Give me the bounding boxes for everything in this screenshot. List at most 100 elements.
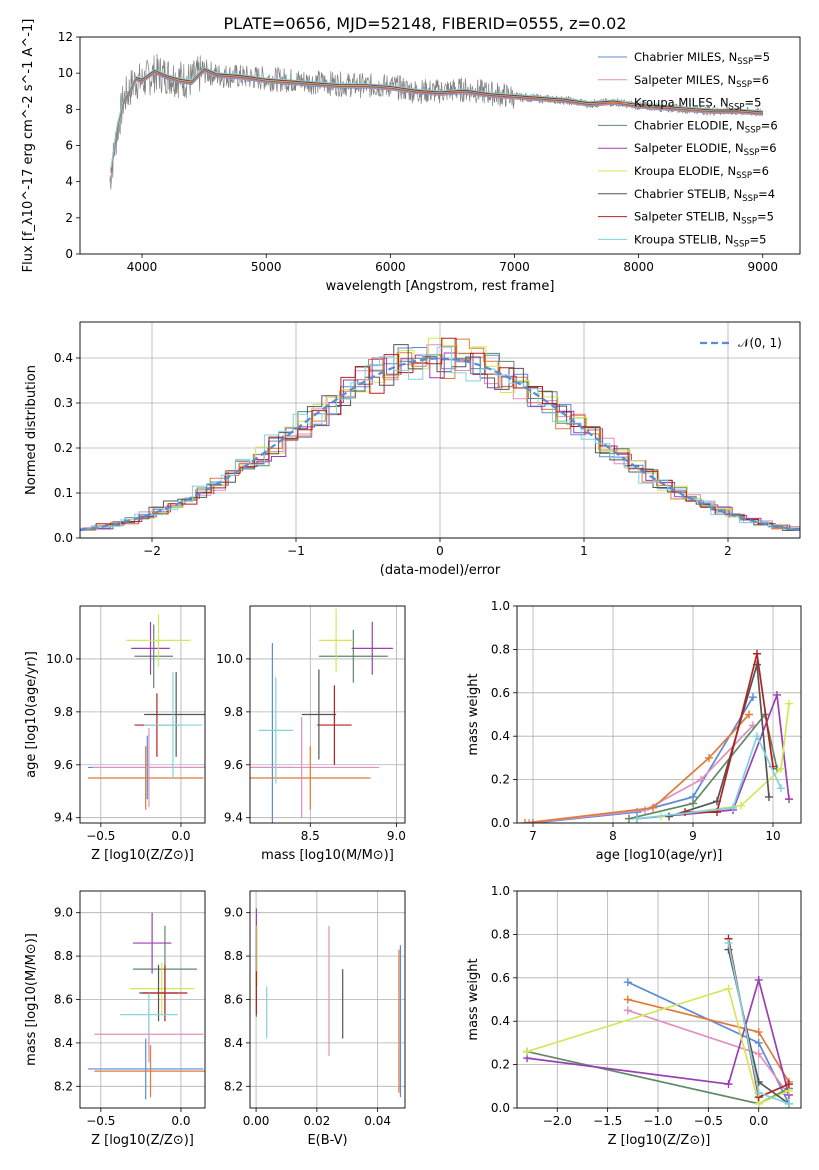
x-tick-label: 8000	[623, 260, 654, 274]
weight-marker-chabrier_elodie	[689, 799, 697, 808]
x-tick-label: −0.5	[694, 1114, 723, 1128]
weight-marker-kroupa_elodie	[724, 984, 733, 993]
y-tick-label: 8.6	[224, 993, 243, 1007]
y-axis-label: mass weight	[466, 673, 481, 755]
x-axis-label: E(B-V)	[307, 1133, 347, 1148]
y-tick-label: 0.0	[491, 816, 510, 830]
x-axis-label: Z [log10(Z/Z⊙)]	[608, 1133, 711, 1148]
x-tick-label: 0.02	[304, 1114, 331, 1128]
weight-marker-kroupa_stelib	[753, 732, 761, 741]
histogram-kroupa_elodie	[82, 337, 800, 531]
weight-marker-chabrier_miles	[749, 693, 757, 702]
histogram-chabrier_elodie	[81, 352, 800, 530]
y-tick-label: 0.2	[491, 1058, 510, 1072]
x-axis-label: Z [log10(Z/Z⊙)]	[91, 1133, 194, 1148]
x-tick-label: 0.00	[243, 1114, 270, 1128]
y-tick-label: 9.6	[54, 758, 73, 772]
y-axis-label: mass weight	[466, 958, 481, 1040]
y-tick-label: 0.4	[491, 729, 510, 743]
y-tick-label: 0.8	[491, 927, 510, 941]
normal-curve	[80, 357, 800, 532]
weight-line-kroupa_stelib	[636, 733, 782, 820]
weight-marker-salpeter_elodie	[724, 1080, 733, 1089]
y-tick-label: 9.0	[224, 906, 243, 920]
axes-frame	[79, 890, 206, 1109]
y-tick-label: 8.4	[224, 1036, 243, 1050]
histogram-kroupa_stelib	[80, 346, 798, 530]
weight-line-chabrier_elodie	[628, 712, 778, 820]
panel-weight_vs_age: 7 8 9 10 0.0 0.2 0.4 0.6 0.8 1.0 age [log10(age/yr…	[466, 599, 802, 863]
y-tick-label: 9.0	[54, 906, 73, 920]
x-tick-label: −2	[143, 544, 161, 558]
weight-marker-chabrier_miles	[623, 978, 632, 987]
weight-marker-kroupa_miles	[649, 803, 657, 812]
y-tick-label: 9.4	[224, 811, 243, 825]
y-tick-label: 10	[58, 66, 73, 80]
x-tick-label: 0.04	[364, 1114, 391, 1128]
x-axis-label: Z [log10(Z/Z⊙)]	[91, 848, 194, 863]
x-tick-label: 0.0	[749, 1114, 768, 1128]
plot-area-weight_vs_age	[521, 649, 793, 823]
panel-weight_vs_Z: −2.0 −1.5 −1.0 −0.5 0.0 0.0 0.2 0.4 0.6 0.8 1.0 Z […	[466, 884, 802, 1148]
panel-mass_vs_ebv: 0.00 0.02 0.04 8.2 8.4 8.6 8.8 9.0 E(B-V)	[224, 890, 406, 1148]
panel-mass_vs_Z: −0.5 0.0 8.2 8.4 8.6 8.8 9.0 Z [log10(Z/Z⊙)] mas…	[24, 890, 206, 1148]
x-tick-label: 4000	[127, 260, 158, 274]
weight-line-salpeter_miles	[528, 724, 754, 823]
y-tick-label: 0.1	[54, 486, 73, 500]
legend-label-chabrier_miles: Chabrier MILES, NSSP=5	[634, 50, 770, 67]
x-tick-label: 9.0	[387, 829, 406, 843]
plot-area-spectrum	[109, 53, 764, 190]
y-tick-label: 8.8	[54, 949, 73, 963]
weight-marker-salpeter_miles	[697, 775, 705, 784]
x-tick-label: 8	[609, 829, 617, 843]
weight-marker-kroupa_stelib	[729, 803, 737, 812]
x-tick-label: 1	[580, 544, 588, 558]
weight-marker-kroupa_miles	[745, 710, 753, 719]
x-tick-label: 9	[689, 829, 697, 843]
weight-marker-kroupa_stelib	[633, 814, 641, 823]
x-tick-label: −1.0	[643, 1114, 672, 1128]
weight-marker-chabrier_elodie	[625, 814, 633, 823]
y-axis-label: age [log10(age/yr)]	[24, 651, 39, 778]
axes-frame	[249, 890, 406, 1109]
weight-marker-chabrier_stelib	[665, 812, 673, 821]
x-tick-label: 6000	[375, 260, 406, 274]
weight-line-kroupa_miles	[524, 713, 750, 823]
legend-label-salpeter_stelib: Salpeter STELIB, NSSP=5	[634, 210, 774, 227]
y-tick-label: 8.2	[54, 1079, 73, 1093]
y-tick-label: 10.0	[216, 652, 243, 666]
weight-marker-salpeter_miles	[623, 1006, 632, 1015]
weight-marker-salpeter_elodie	[754, 975, 763, 984]
x-tick-label: −1.5	[593, 1114, 622, 1128]
y-tick-label: 0.0	[491, 1101, 510, 1115]
x-tick-label: −1	[287, 544, 305, 558]
y-tick-label: 12	[58, 30, 73, 44]
y-tick-label: 0.2	[54, 441, 73, 455]
y-axis-label: Normed distribution	[24, 365, 39, 495]
y-tick-label: 0.2	[491, 773, 510, 787]
y-tick-label: 8	[65, 102, 73, 116]
x-tick-label: 7	[529, 829, 537, 843]
x-tick-label: −2.0	[543, 1114, 572, 1128]
x-axis-label: (data-model)/error	[380, 563, 501, 578]
x-tick-label: 0.0	[171, 829, 190, 843]
x-tick-label: 0.0	[171, 1114, 190, 1128]
y-tick-label: 2	[65, 211, 73, 225]
axes-frame	[516, 890, 802, 1109]
y-tick-label: 8.8	[224, 949, 243, 963]
legend: Chabrier MILES, NSSP=5 Salpeter MILES, NS…	[598, 50, 778, 249]
x-tick-label: −0.5	[86, 829, 115, 843]
x-tick-label: 8.5	[301, 829, 320, 843]
y-tick-label: 0.8	[491, 642, 510, 656]
y-tick-label: 1.0	[491, 599, 510, 613]
weight-line-salpeter_elodie	[526, 976, 790, 1096]
x-axis-label: wavelength [Angstrom, rest frame]	[326, 279, 555, 294]
weight-marker-salpeter_stelib	[784, 1080, 793, 1089]
y-tick-label: 9.8	[54, 705, 73, 719]
plot-area-residuals	[80, 337, 800, 532]
weight-line-kroupa_elodie	[526, 987, 790, 1105]
x-axis-label: mass [log10(M/M⊙)]	[261, 848, 394, 863]
axes-frame	[79, 321, 801, 539]
weight-marker-kroupa_stelib	[777, 784, 785, 793]
